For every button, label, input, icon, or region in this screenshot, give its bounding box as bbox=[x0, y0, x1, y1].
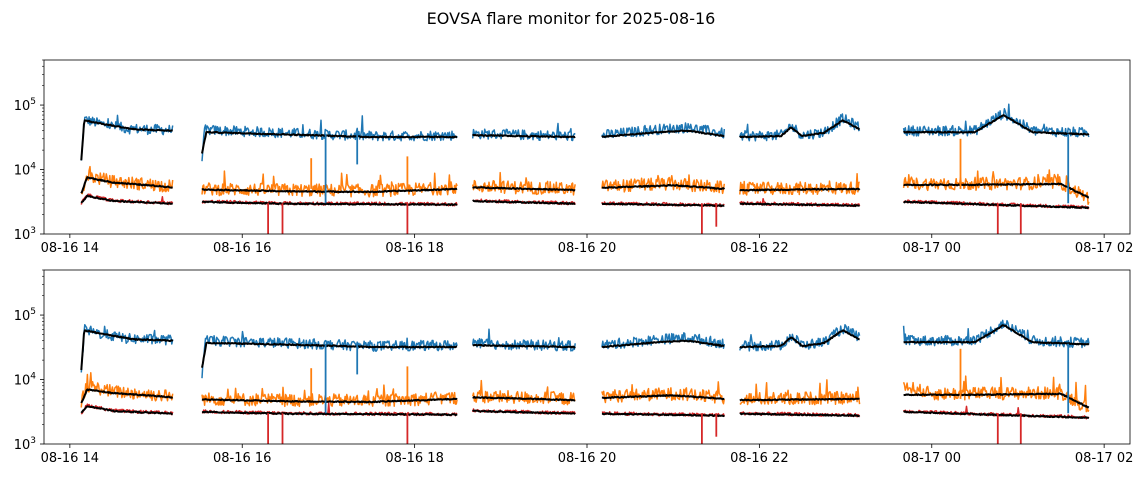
black-fit-high bbox=[80, 114, 1090, 161]
y-tick-label: 104 bbox=[14, 372, 37, 389]
axes-frame bbox=[43, 59, 1131, 235]
blue-series bbox=[80, 319, 1090, 379]
x-tick-label: 08-16 16 bbox=[213, 241, 271, 256]
x-tick-label: 08-17 02 bbox=[1075, 451, 1133, 466]
chart-panel-top: 103 104 105 08-16 14 08-16 16 08-16 18 08-16 2… bbox=[14, 59, 1133, 256]
x-tick-label: 08-16 20 bbox=[558, 451, 616, 466]
x-tick-label: 08-16 18 bbox=[385, 451, 443, 466]
black-fit-low bbox=[80, 405, 1090, 419]
x-tick-label: 08-17 00 bbox=[903, 241, 961, 256]
blue-series bbox=[80, 103, 1090, 162]
x-tick-label: 08-16 22 bbox=[730, 241, 788, 256]
y-tick-label: 105 bbox=[14, 97, 36, 114]
y-tick-label: 104 bbox=[14, 162, 37, 179]
y-tick-label: 105 bbox=[14, 307, 36, 324]
black-fit-low bbox=[80, 194, 1090, 210]
x-tick-label: 08-16 14 bbox=[41, 451, 99, 466]
x-tick-label: 08-17 00 bbox=[903, 451, 961, 466]
y-tick-label: 103 bbox=[14, 436, 36, 453]
x-tick-label: 08-16 14 bbox=[41, 241, 99, 256]
y-tick-label: 103 bbox=[14, 226, 36, 243]
x-tick-label: 08-16 18 bbox=[385, 241, 443, 256]
orange-series bbox=[80, 372, 1090, 413]
black-fit-high bbox=[80, 324, 1090, 371]
black-fit-mid bbox=[80, 176, 1090, 199]
black-fit-mid bbox=[80, 388, 1090, 409]
x-tick-label: 08-16 16 bbox=[213, 451, 271, 466]
axes-frame bbox=[43, 269, 1131, 445]
plot-area bbox=[80, 319, 1090, 444]
plot-area bbox=[80, 103, 1090, 234]
x-tick-label: 08-16 20 bbox=[558, 241, 616, 256]
red-series bbox=[80, 193, 1090, 210]
x-tick-label: 08-16 22 bbox=[730, 451, 788, 466]
figure-title: EOVSA flare monitor for 2025-08-16 bbox=[427, 9, 716, 28]
chart-panel-bottom: 103 104 105 08-16 14 08-16 16 08-16 18 08-16 2… bbox=[14, 269, 1133, 466]
red-series bbox=[80, 402, 1090, 420]
x-tick-label: 08-17 02 bbox=[1075, 241, 1133, 256]
